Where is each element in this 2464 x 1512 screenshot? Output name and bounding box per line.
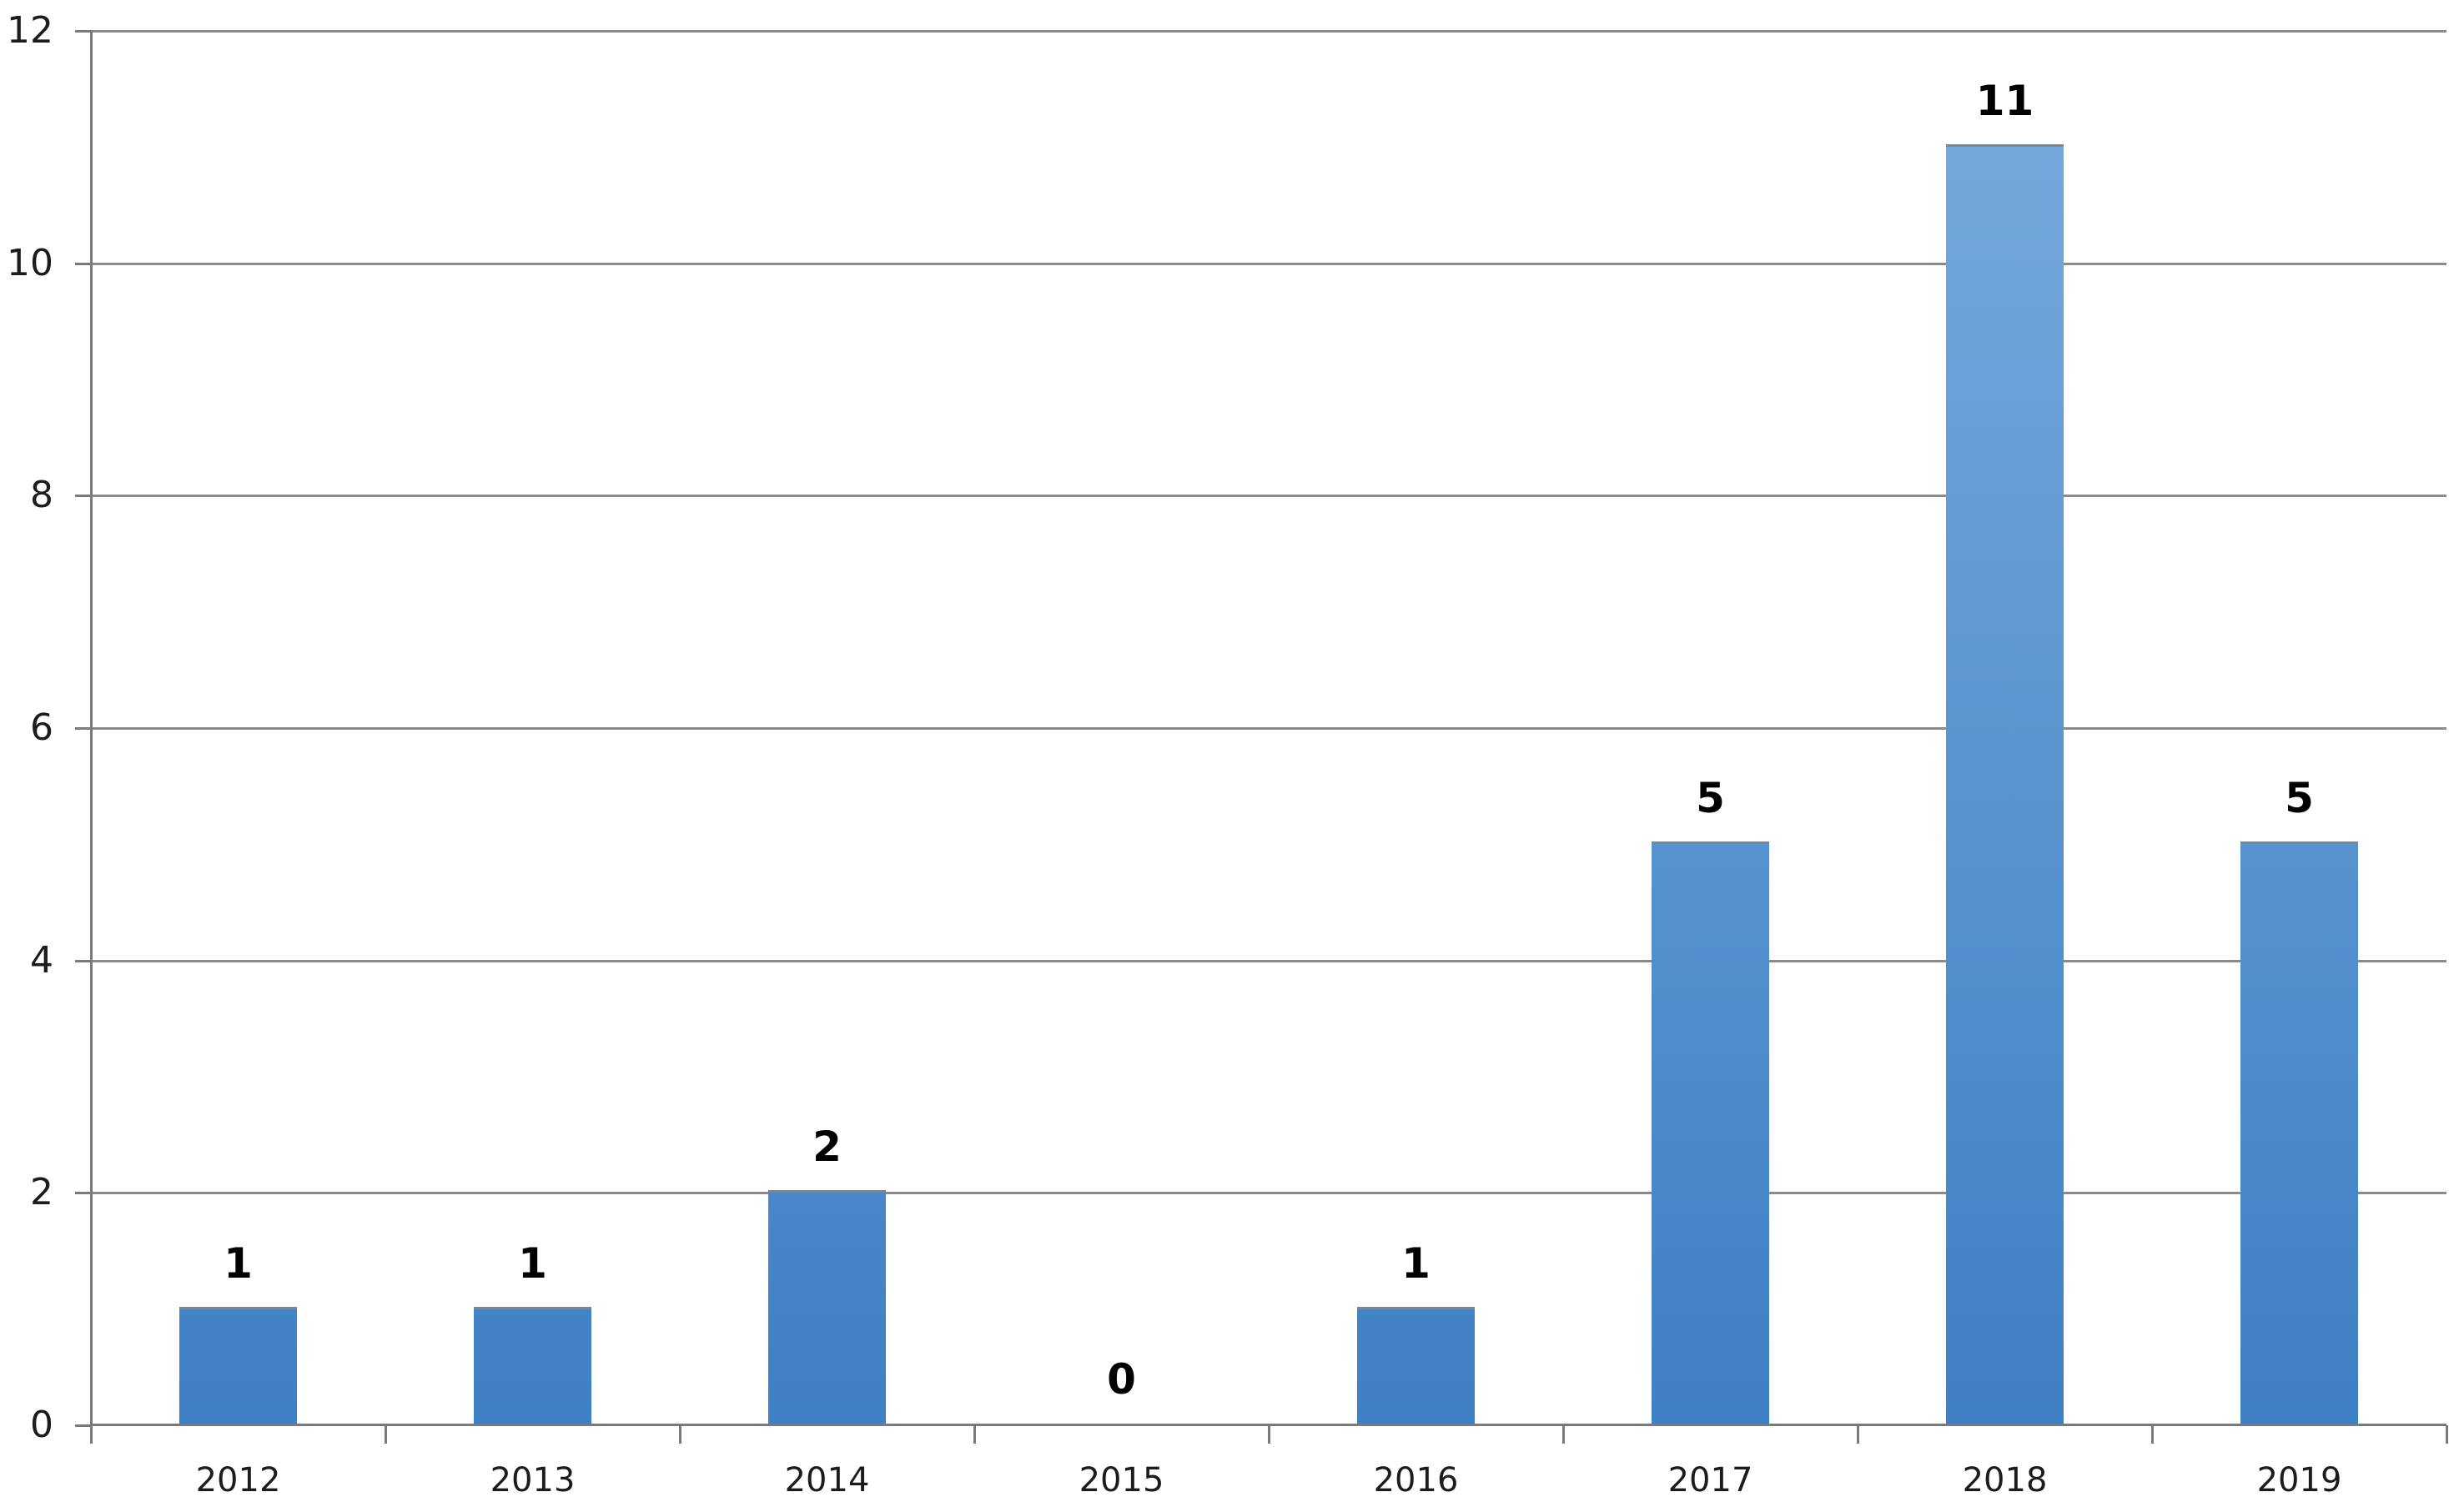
plot-area: 1 2012 1 2013 2 2014 0 2015 1 2016 5 2017 11 2018 5 201…	[75, 30, 2448, 1499]
x-tick-label-2017: 2017	[1667, 1461, 1753, 1499]
x-axis-tick	[1268, 1425, 1270, 1444]
value-label-2019: 5	[2285, 774, 2314, 822]
x-tick-label-2019: 2019	[2256, 1461, 2342, 1499]
x-tick-label-2015: 2015	[1079, 1461, 1164, 1499]
bar-2012	[179, 1307, 297, 1425]
y-tick-label: 2	[30, 1171, 53, 1214]
x-tick-label-2018: 2018	[1962, 1461, 2048, 1499]
x-tick-label-2012: 2012	[195, 1461, 281, 1499]
y-tick-label: 10	[7, 241, 53, 284]
y-axis-tick	[75, 495, 91, 498]
y-axis-line	[90, 31, 93, 1444]
bar-2018	[1946, 144, 2064, 1425]
x-axis-tick	[1857, 1425, 1859, 1444]
value-label-2012: 1	[224, 1239, 253, 1288]
gridline-y8	[91, 495, 2446, 498]
gridline-y10	[91, 262, 2446, 265]
x-axis-tick	[385, 1425, 387, 1444]
x-axis-tick	[2151, 1425, 2154, 1444]
bar-2013	[474, 1307, 591, 1425]
y-axis-tick	[75, 1424, 91, 1427]
y-axis-tick	[75, 727, 91, 730]
bar-2017	[1652, 841, 1769, 1425]
y-tick-label: 0	[30, 1404, 53, 1446]
x-tick-label-2013: 2013	[490, 1461, 576, 1499]
value-label-2018: 11	[1975, 77, 2034, 125]
value-label-2016: 1	[1401, 1239, 1431, 1288]
y-axis-tick	[75, 959, 91, 962]
y-axis-tick	[75, 262, 91, 265]
x-axis-tick	[2446, 1425, 2448, 1444]
x-axis-tick	[90, 1425, 93, 1444]
gridline-y12	[91, 30, 2446, 33]
x-axis-tick	[1562, 1425, 1565, 1444]
x-axis-tick	[973, 1425, 976, 1444]
value-label-2017: 5	[1696, 774, 1725, 822]
x-axis-line	[91, 1424, 2446, 1426]
gridline-y4	[91, 959, 2446, 962]
y-tick-label: 4	[30, 938, 53, 982]
value-label-2013: 1	[518, 1239, 547, 1288]
value-label-2014: 2	[812, 1123, 842, 1171]
y-tick-label: 6	[30, 706, 53, 749]
x-tick-label-2014: 2014	[784, 1461, 870, 1499]
gridline-y6	[91, 727, 2446, 730]
y-tick-label: 8	[30, 474, 53, 517]
bar-2019	[2240, 841, 2358, 1425]
gridline-y2	[91, 1192, 2446, 1195]
bar-2016	[1357, 1307, 1475, 1425]
y-axis-tick	[75, 1192, 91, 1195]
y-axis-tick	[75, 30, 91, 33]
y-tick-label: 12	[7, 9, 53, 52]
value-label-2015: 0	[1107, 1355, 1136, 1404]
x-tick-label-2016: 2016	[1373, 1461, 1459, 1499]
bar-2014	[768, 1190, 886, 1425]
x-axis-tick	[679, 1425, 681, 1444]
